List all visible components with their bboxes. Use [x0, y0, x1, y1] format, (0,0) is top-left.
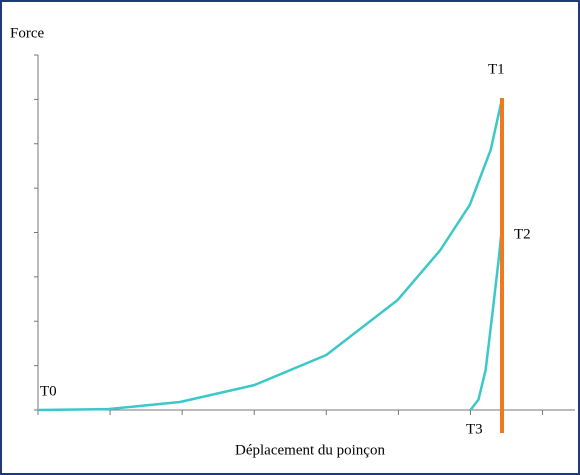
annotation: T0	[40, 383, 57, 399]
annotation: T1	[488, 61, 505, 77]
annotation: T2	[514, 226, 531, 242]
line	[37, 97, 504, 412]
y-axis-label: Force	[10, 25, 44, 41]
x-axis-label: Déplacement du poinçon	[235, 442, 385, 458]
plot	[34, 54, 575, 415]
annotation: T3	[466, 421, 483, 437]
line	[469, 224, 504, 411]
